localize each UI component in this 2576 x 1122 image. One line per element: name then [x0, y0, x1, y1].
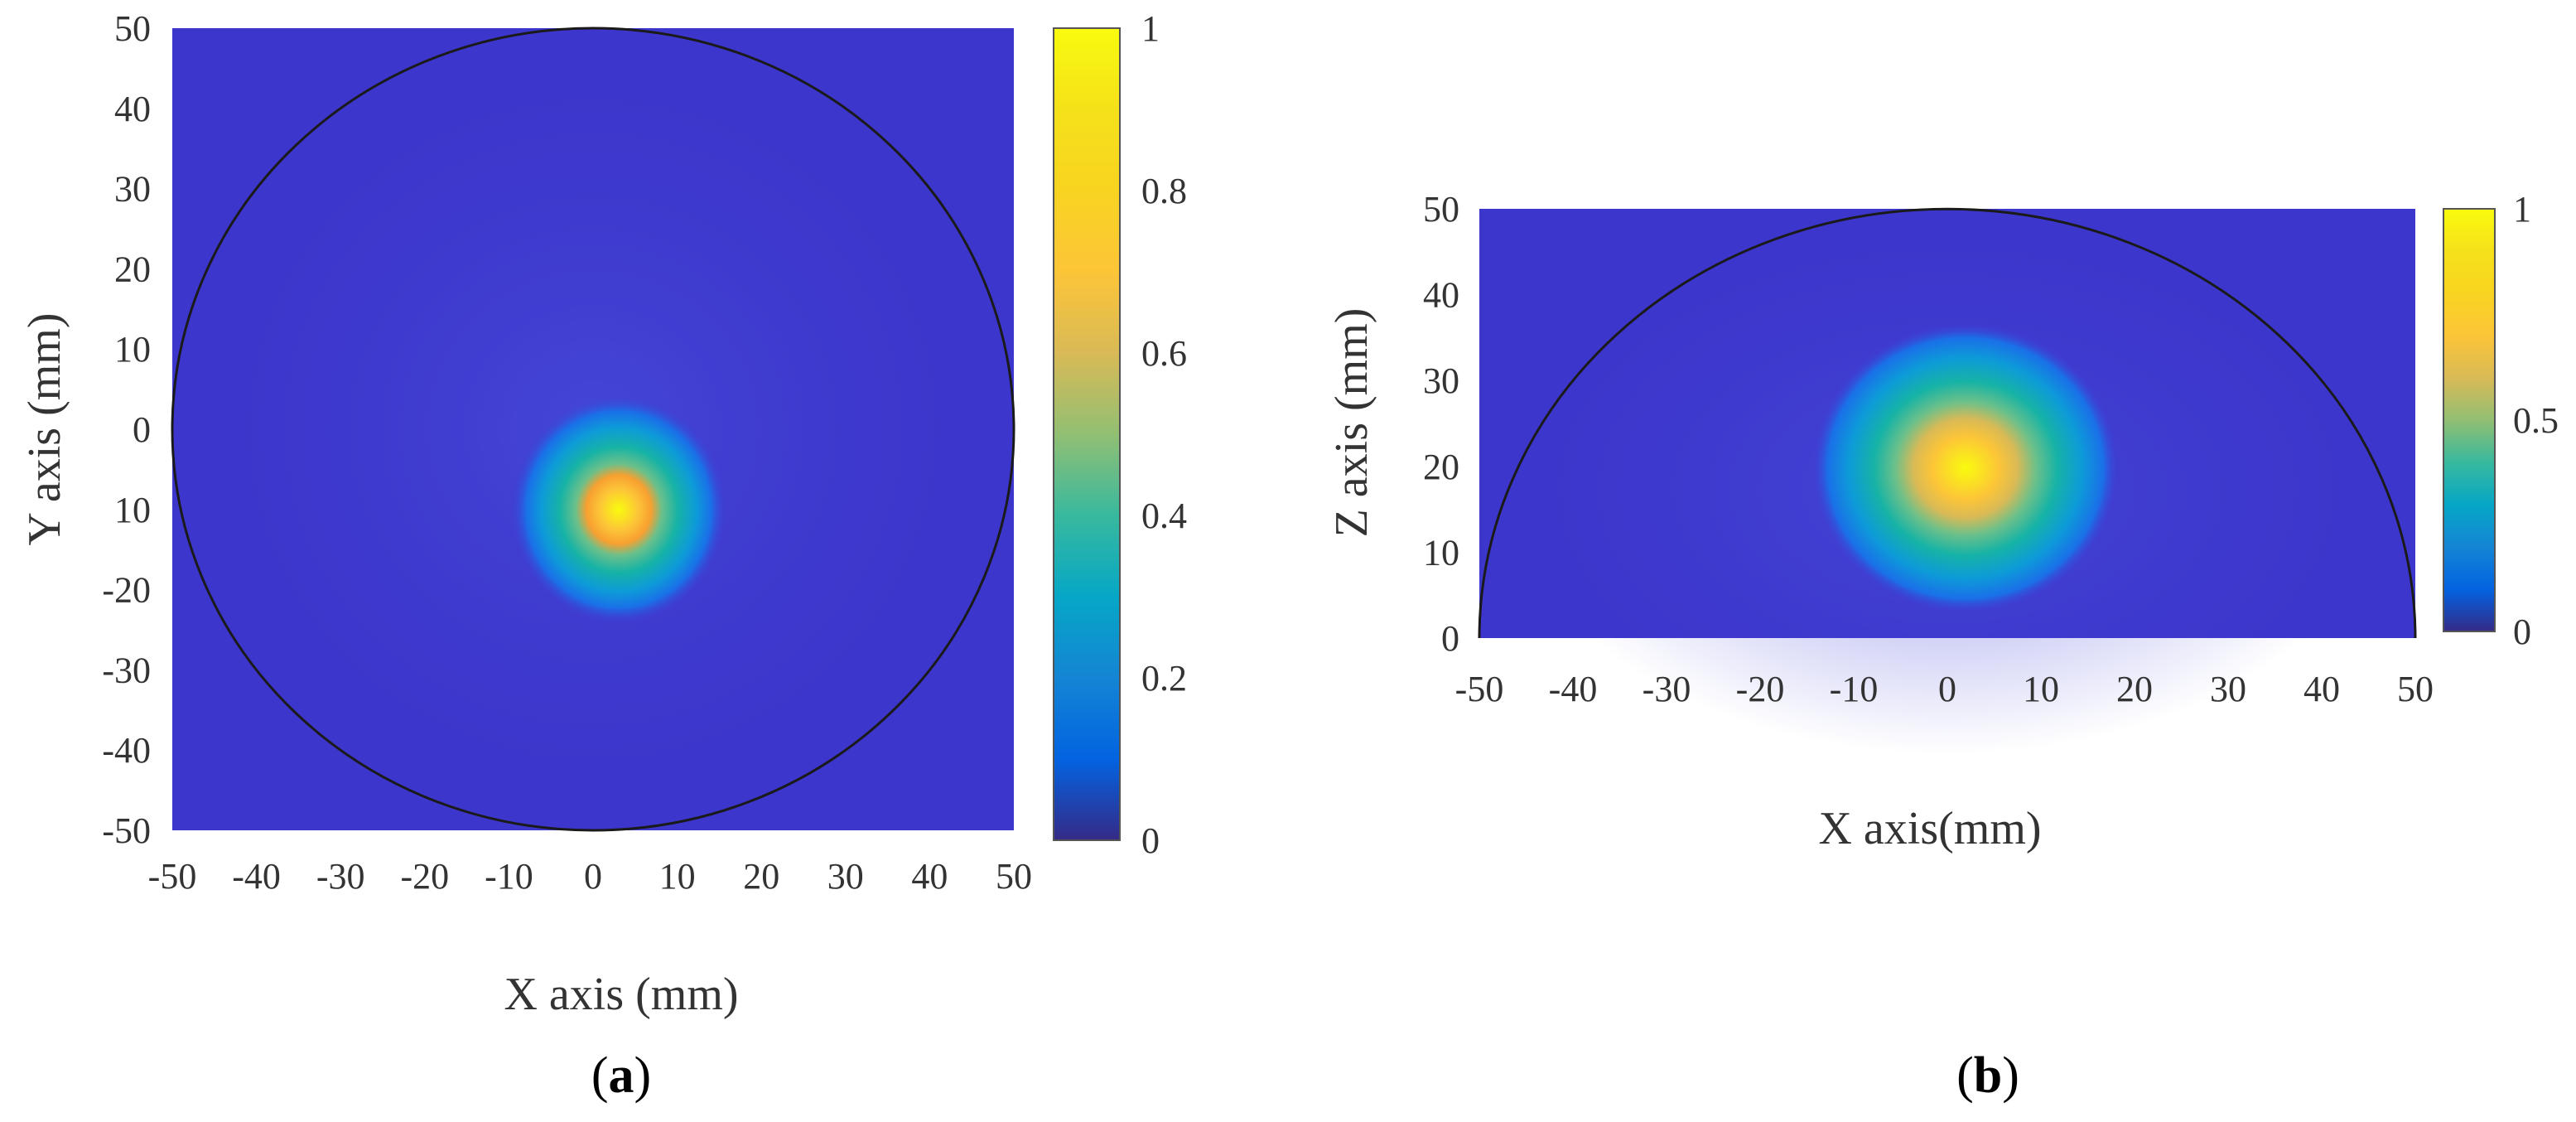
- x-tick-label: 10: [659, 856, 696, 897]
- y-tick-label: 20: [1423, 447, 1459, 487]
- y-tick-label: 10: [114, 490, 151, 530]
- colorbar-tick-label: 1: [2513, 189, 2531, 230]
- heatmap-b-hotspot: [1812, 323, 2119, 613]
- x-tick-label: -30: [316, 856, 365, 897]
- y-axis-b-tick-labels: 50 40 30 20 10 0: [1423, 189, 1459, 659]
- x-tick-label: 0: [1938, 669, 1956, 709]
- x-tick-label: -30: [1643, 669, 1691, 709]
- x-tick-label: 40: [911, 856, 948, 897]
- x-tick-label: 50: [996, 856, 1032, 897]
- colorbar-tick-label: 0: [1141, 820, 1160, 861]
- y-tick-label: 30: [114, 169, 151, 210]
- colorbar-a: [1053, 27, 1121, 841]
- x-axis-a-tick-labels: -50 -40 -30 -20 -10 0 10 20 30 40 50: [148, 856, 1032, 897]
- heatmap-a-boundary-circle: [171, 27, 1015, 832]
- y-tick-label: -50: [102, 810, 151, 851]
- x-tick-label: -20: [1736, 669, 1785, 709]
- colorbar-b: [2443, 208, 2496, 632]
- y-tick-label: 10: [114, 329, 151, 370]
- panel-label-b: (b): [1956, 1047, 2019, 1104]
- y-tick-label: 30: [1423, 360, 1459, 401]
- colorbar-a-tick-labels: 1 0.8 0.6 0.4 0.2 0: [1141, 8, 1187, 861]
- y-tick-label: -30: [102, 650, 151, 690]
- colorbar-tick-label: 0.6: [1141, 333, 1187, 374]
- y-tick-label: -20: [102, 570, 151, 611]
- y-axis-a-label: Y axis (mm): [19, 313, 70, 546]
- x-axis-b-label: X axis(mm): [1818, 803, 2041, 854]
- x-tick-label: 10: [2023, 669, 2059, 709]
- x-tick-label: -40: [1549, 669, 1598, 709]
- x-tick-label: 30: [827, 856, 864, 897]
- colorbar-tick-label: 0.4: [1141, 496, 1187, 536]
- x-tick-label: 40: [2303, 669, 2340, 709]
- y-tick-label: 0: [1441, 618, 1459, 659]
- y-tick-label: 0: [133, 409, 151, 450]
- colorbar-tick-label: 1: [1141, 8, 1160, 49]
- x-tick-label: -20: [400, 856, 449, 897]
- panel-label-a: (a): [591, 1047, 651, 1104]
- x-tick-label: 20: [743, 856, 779, 897]
- y-tick-label: -40: [102, 730, 151, 771]
- y-tick-label: 50: [1423, 189, 1459, 230]
- colorbar-tick-label: 0.2: [1141, 658, 1187, 699]
- y-axis-b-label: Z axis (mm): [1326, 308, 1377, 538]
- colorbar-tick-label: 0: [2513, 612, 2531, 652]
- y-tick-label: 10: [1423, 532, 1459, 573]
- y-tick-label: 40: [114, 89, 151, 129]
- panel-a: -50 -40 -30 -20 -10 0 10 20 30 40 50 5040302010010…: [19, 8, 1187, 1104]
- y-axis-a-tick-labels: 50 40 30 20 10 0 10 -20 -30 -40 -50: [102, 8, 151, 851]
- x-axis-b-tick-labels: -50 -40 -30 -20 -10 0 10 20 30 40 50: [1455, 669, 2434, 709]
- colorbar-tick-label: 0.5: [2513, 400, 2559, 441]
- x-tick-label: -10: [1830, 669, 1879, 709]
- y-tick-label: 20: [114, 249, 151, 289]
- heatmap-a-hotspot: [511, 395, 726, 624]
- x-tick-label: 30: [2210, 669, 2246, 709]
- x-tick-label: -10: [485, 856, 533, 897]
- y-tick-label: 40: [1423, 275, 1459, 316]
- colorbar-tick-label: 0.8: [1141, 171, 1187, 211]
- x-tick-label: 0: [584, 856, 602, 897]
- x-tick-label: 20: [2116, 669, 2153, 709]
- x-tick-label: -50: [148, 856, 197, 897]
- colorbar-b-tick-labels: 10.50: [2513, 189, 2559, 652]
- heatmap-b-boundary-semicircle: [1478, 207, 2417, 639]
- x-tick-label: -50: [1455, 669, 1504, 709]
- x-tick-label: -40: [232, 856, 281, 897]
- x-axis-a-label: X axis (mm): [504, 969, 738, 1020]
- y-tick-label: 50: [114, 8, 151, 49]
- x-tick-label: 50: [2397, 669, 2434, 709]
